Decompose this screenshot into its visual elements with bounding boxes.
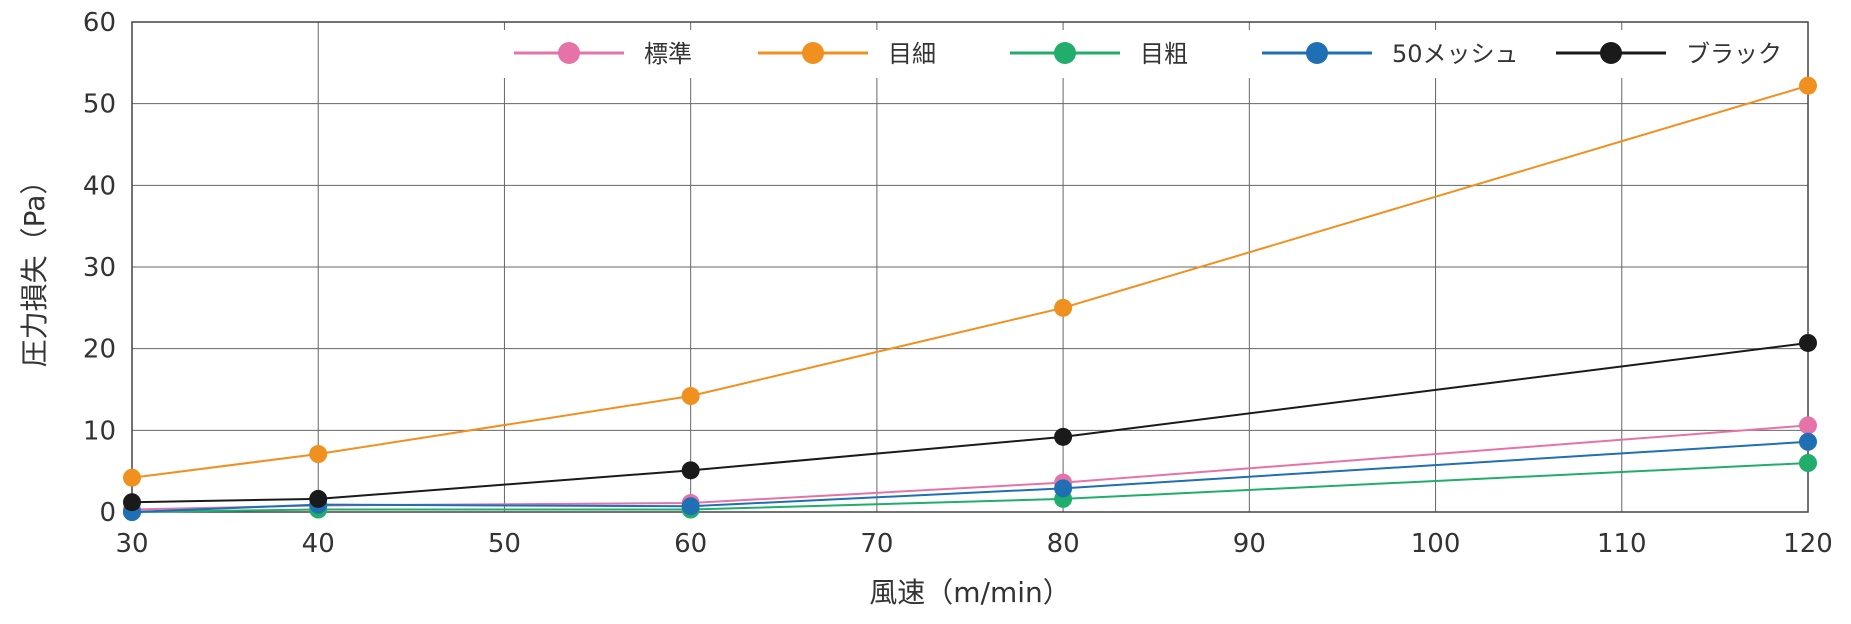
data-point xyxy=(1799,76,1817,95)
data-point xyxy=(1054,427,1073,446)
y-tick-label: 10 xyxy=(83,416,116,446)
x-tick-label: 90 xyxy=(1233,529,1266,559)
data-point xyxy=(681,387,700,406)
x-tick-label: 30 xyxy=(115,529,148,559)
legend-marker xyxy=(802,42,824,64)
legend-item: 標準 xyxy=(514,40,692,68)
y-tick-label: 60 xyxy=(83,8,116,38)
legend-marker xyxy=(558,42,580,64)
data-point xyxy=(123,468,141,487)
x-tick-label: 100 xyxy=(1411,529,1461,559)
data-point xyxy=(681,497,700,516)
tick-labels: 0 10 20 30 40 50 60 30 40 50 60 70 80 90 100 110 120 xyxy=(83,8,1833,559)
y-tick-label: 30 xyxy=(83,253,116,283)
series-4 xyxy=(123,333,1817,512)
legend-label: 50メッシュ xyxy=(1392,40,1519,68)
data-point xyxy=(123,493,141,512)
data-point xyxy=(1799,416,1817,435)
legend-item: 目粗 xyxy=(1010,40,1188,68)
x-tick-label: 50 xyxy=(488,529,521,559)
x-tick-label: 60 xyxy=(674,529,707,559)
legend-item: 目細 xyxy=(758,40,936,68)
legend-label: 目細 xyxy=(888,40,936,68)
legend-item: ブラック xyxy=(1556,40,1782,68)
data-point xyxy=(681,461,700,480)
data-point xyxy=(309,489,328,508)
x-tick-label: 40 xyxy=(302,529,335,559)
legend-label: 標準 xyxy=(644,40,692,68)
plot-frame xyxy=(131,21,1809,513)
series-line xyxy=(131,84,1809,479)
legend-label: 目粗 xyxy=(1140,40,1188,68)
x-tick-label: 80 xyxy=(1047,529,1080,559)
y-axis-title: 圧力損失（Pa） xyxy=(18,167,51,368)
series-line xyxy=(131,341,1809,504)
legend-marker xyxy=(1306,42,1328,64)
data-point xyxy=(1799,454,1817,472)
data-point xyxy=(1054,479,1073,498)
data-point xyxy=(1799,333,1817,352)
data-point xyxy=(309,445,328,464)
y-tick-label: 20 xyxy=(83,335,116,365)
x-tick-label: 110 xyxy=(1597,529,1647,559)
series-line xyxy=(131,424,1809,511)
legend-label: ブラック xyxy=(1686,40,1782,68)
x-axis-title: 風速（m/min） xyxy=(869,576,1071,609)
x-tick-label: 70 xyxy=(860,529,893,559)
grid xyxy=(131,21,1809,513)
legend-marker xyxy=(1600,42,1622,64)
data-point xyxy=(1799,432,1817,451)
series-0 xyxy=(123,416,1817,519)
y-tick-label: 40 xyxy=(83,171,116,201)
y-tick-label: 50 xyxy=(83,90,116,120)
series-1 xyxy=(123,76,1817,487)
x-tick-label: 120 xyxy=(1783,529,1833,559)
legend-item: 50メッシュ xyxy=(1262,40,1519,68)
legend: 標準 目細 目粗 50メッシュ ブラック xyxy=(500,30,1800,78)
legend-marker xyxy=(1054,42,1076,64)
data-point xyxy=(1054,298,1073,317)
series-lines xyxy=(123,76,1817,521)
y-tick-label: 0 xyxy=(99,498,116,528)
